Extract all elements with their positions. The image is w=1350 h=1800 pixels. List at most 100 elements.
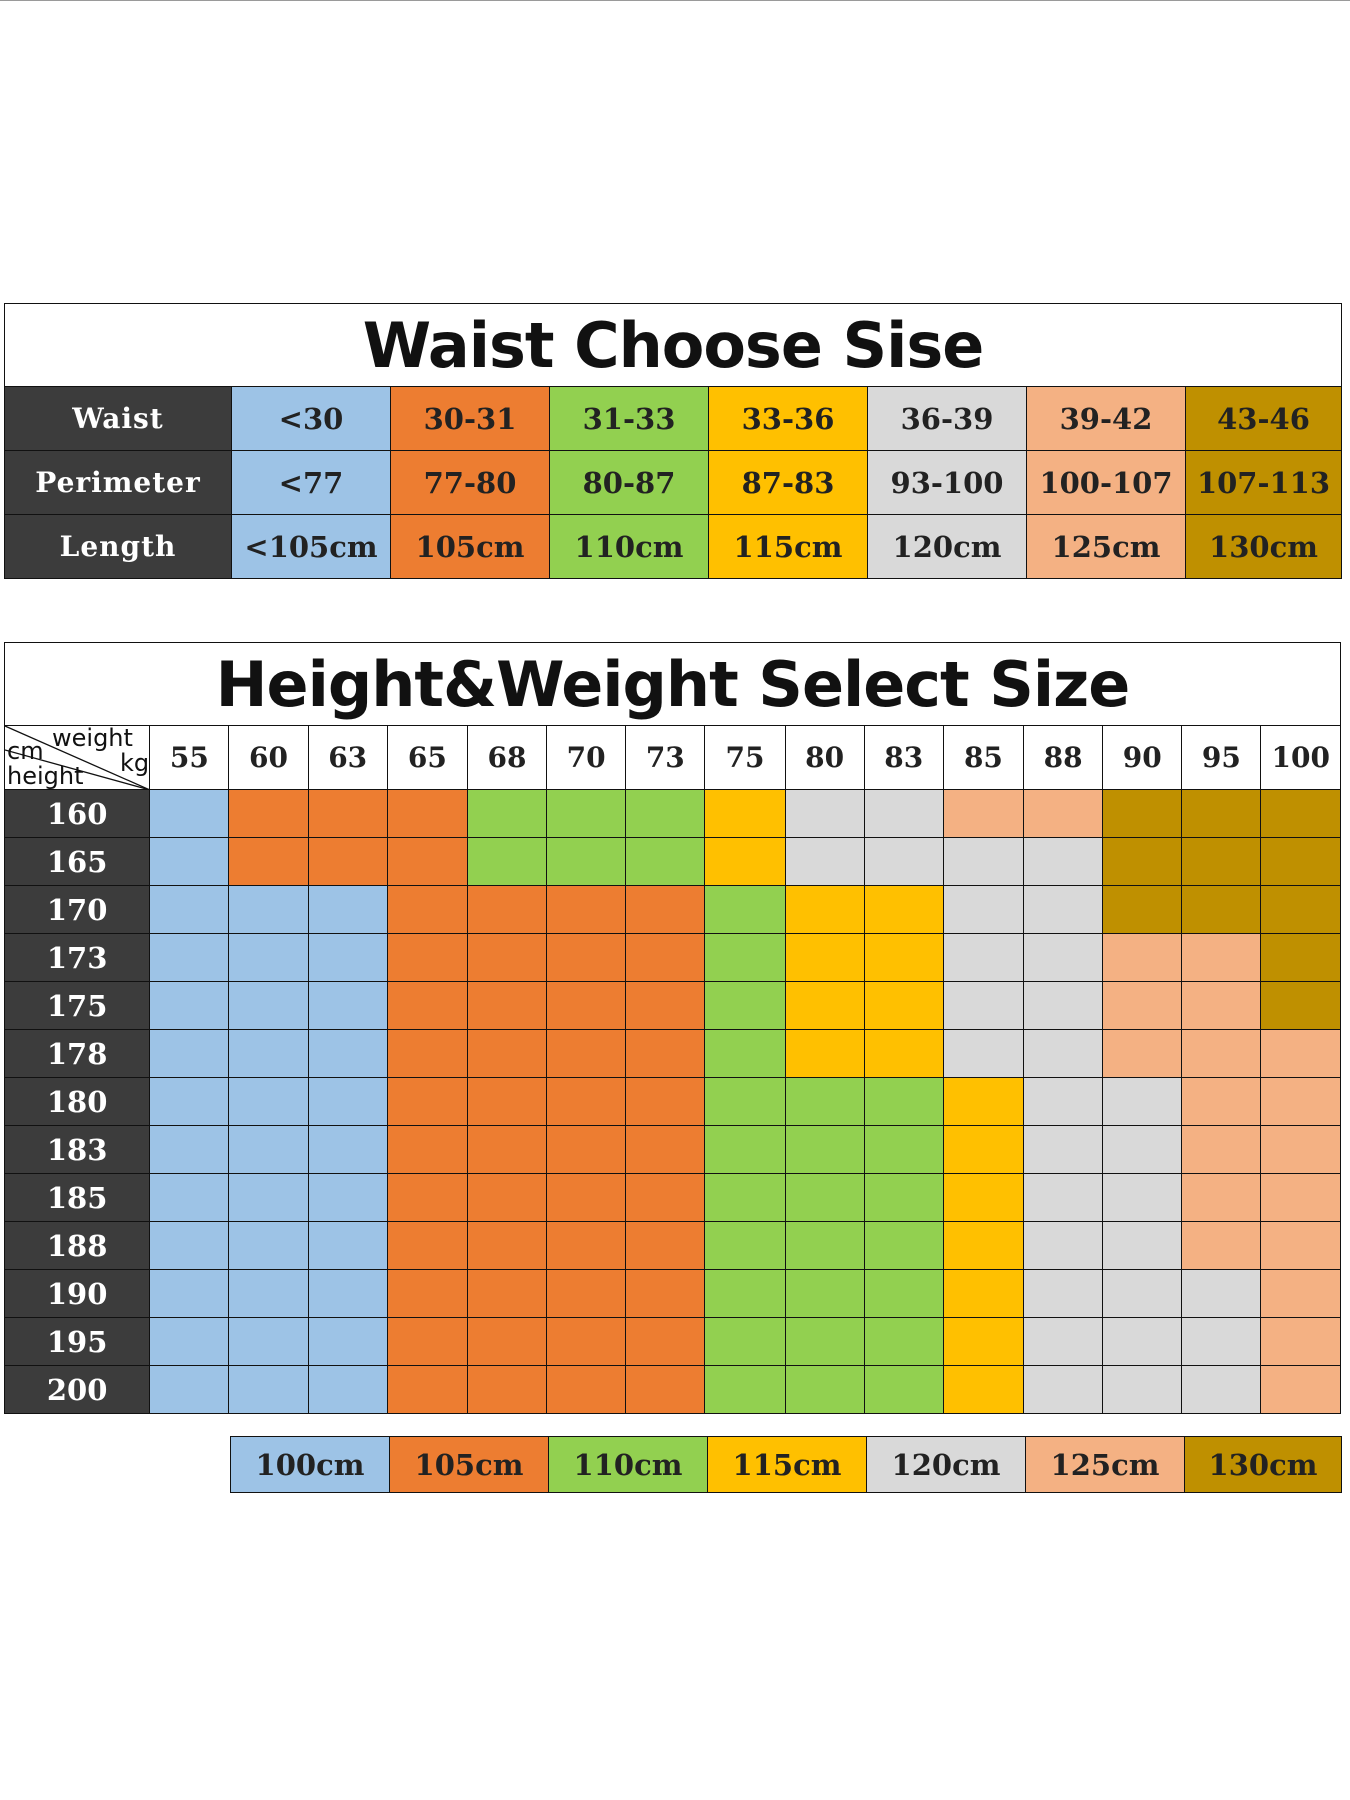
legend-length-cell: 115cm xyxy=(707,1436,867,1493)
size-grid-cell xyxy=(1023,1077,1104,1126)
size-grid-cell xyxy=(784,1077,865,1126)
weight-header-cell: 55 xyxy=(149,725,230,790)
size-grid-row: 160 xyxy=(3,789,1341,838)
size-grid-cell xyxy=(1260,1269,1341,1318)
weight-header-cell: 65 xyxy=(386,725,468,790)
waist-table-row: Perimeter <77 77-80 80-87 87-83 93-100 100-107… xyxy=(4,450,1342,515)
height-label-cell: 170 xyxy=(3,885,151,934)
size-grid-cell xyxy=(704,933,786,982)
height-label-cell: 185 xyxy=(3,1173,151,1222)
height-label-cell: 188 xyxy=(3,1221,151,1270)
size-grid-cell xyxy=(1023,789,1104,838)
corner-label-height: height xyxy=(7,762,84,790)
size-grid-cell xyxy=(149,981,230,1030)
waist-value-cell: 80-87 xyxy=(549,450,709,515)
size-grid-cell xyxy=(704,1221,786,1270)
waist-table-title: Waist Choose Sise xyxy=(4,303,1342,387)
size-grid-cell xyxy=(1181,1269,1262,1318)
waist-value-cell: 130cm xyxy=(1185,514,1342,579)
size-grid-cell xyxy=(1023,1125,1104,1174)
size-grid-cell xyxy=(1181,885,1262,934)
size-grid-cell xyxy=(625,1029,706,1078)
size-grid-cell xyxy=(704,885,786,934)
height-label-cell: 180 xyxy=(3,1077,151,1126)
size-grid-cell xyxy=(1023,837,1104,886)
size-grid-cell xyxy=(149,1221,230,1270)
size-grid-cell xyxy=(784,837,865,886)
size-grid-cell xyxy=(1102,1317,1183,1366)
size-grid-cell xyxy=(546,1173,627,1222)
size-grid-cell xyxy=(625,1365,706,1414)
waist-value-cell: 36-39 xyxy=(867,386,1027,451)
size-table-title: Height&Weight Select Size xyxy=(4,642,1341,726)
weight-header-cell: 83 xyxy=(863,725,944,790)
size-grid-cell xyxy=(307,837,388,886)
size-grid-cell xyxy=(546,981,627,1030)
size-grid-cell xyxy=(386,1125,468,1174)
size-grid-cell xyxy=(1181,1221,1262,1270)
size-grid-row: 185 xyxy=(3,1173,1341,1222)
size-grid-cell xyxy=(1181,789,1262,838)
size-grid-cell xyxy=(386,885,468,934)
weight-header-cell: 85 xyxy=(942,725,1025,790)
size-grid-cell xyxy=(1181,1317,1262,1366)
size-grid-cell xyxy=(307,1317,388,1366)
weight-header-cell: 75 xyxy=(704,725,786,790)
size-grid-cell xyxy=(625,837,706,886)
size-grid-cell xyxy=(228,885,309,934)
size-grid-cell xyxy=(942,1269,1025,1318)
size-grid-cell xyxy=(784,885,865,934)
waist-value-cell: 30-31 xyxy=(390,386,550,451)
size-grid-cell xyxy=(625,1077,706,1126)
top-divider xyxy=(0,0,1350,1)
size-grid-cell xyxy=(625,885,706,934)
height-label-cell: 195 xyxy=(3,1317,151,1366)
size-grid-cell xyxy=(228,1173,309,1222)
size-grid-cell xyxy=(784,981,865,1030)
size-grid-cell xyxy=(1181,933,1262,982)
size-grid-cell xyxy=(625,1221,706,1270)
size-grid-cell xyxy=(863,1317,944,1366)
size-grid-cell xyxy=(625,933,706,982)
size-grid-cell xyxy=(386,933,468,982)
size-grid-cell xyxy=(942,1077,1025,1126)
size-grid-cell xyxy=(546,1125,627,1174)
weight-header-cell: 63 xyxy=(307,725,388,790)
size-grid-row: 190 xyxy=(3,1269,1341,1318)
size-grid-cell xyxy=(784,1029,865,1078)
size-grid-cell xyxy=(1023,1221,1104,1270)
waist-value-cell: 110cm xyxy=(549,514,709,579)
size-grid-cell xyxy=(1260,837,1341,886)
size-grid-cell xyxy=(228,1077,309,1126)
size-grid-cell xyxy=(1102,1125,1183,1174)
size-grid-cell xyxy=(228,1029,309,1078)
size-grid-cell xyxy=(466,1125,548,1174)
size-grid-cell xyxy=(1260,1173,1341,1222)
size-grid-cell xyxy=(307,981,388,1030)
size-grid-cell xyxy=(625,1125,706,1174)
height-label-cell: 190 xyxy=(3,1269,151,1318)
weight-header-cell: 90 xyxy=(1102,725,1183,790)
size-grid-row: 180 xyxy=(3,1077,1341,1126)
size-grid-cell xyxy=(307,1029,388,1078)
size-grid-cell xyxy=(546,1365,627,1414)
size-grid-cell xyxy=(863,981,944,1030)
size-grid-cell xyxy=(784,1173,865,1222)
size-grid-cell xyxy=(546,885,627,934)
size-grid-cell xyxy=(1260,1317,1341,1366)
size-grid-cell xyxy=(1102,1173,1183,1222)
size-grid-cell xyxy=(307,1269,388,1318)
size-grid-cell xyxy=(466,1317,548,1366)
corner-header-cell: cm weight kg height xyxy=(3,725,151,790)
size-grid-cell xyxy=(228,837,309,886)
size-grid-cell xyxy=(863,1269,944,1318)
size-grid-cell xyxy=(466,933,548,982)
size-grid-cell xyxy=(149,1317,230,1366)
size-grid-cell xyxy=(149,1077,230,1126)
size-grid-cell xyxy=(386,837,468,886)
size-grid-cell xyxy=(1102,885,1183,934)
size-grid-cell xyxy=(942,981,1025,1030)
size-grid-cell xyxy=(307,933,388,982)
size-grid-cell xyxy=(784,1317,865,1366)
size-grid-cell xyxy=(942,1317,1025,1366)
